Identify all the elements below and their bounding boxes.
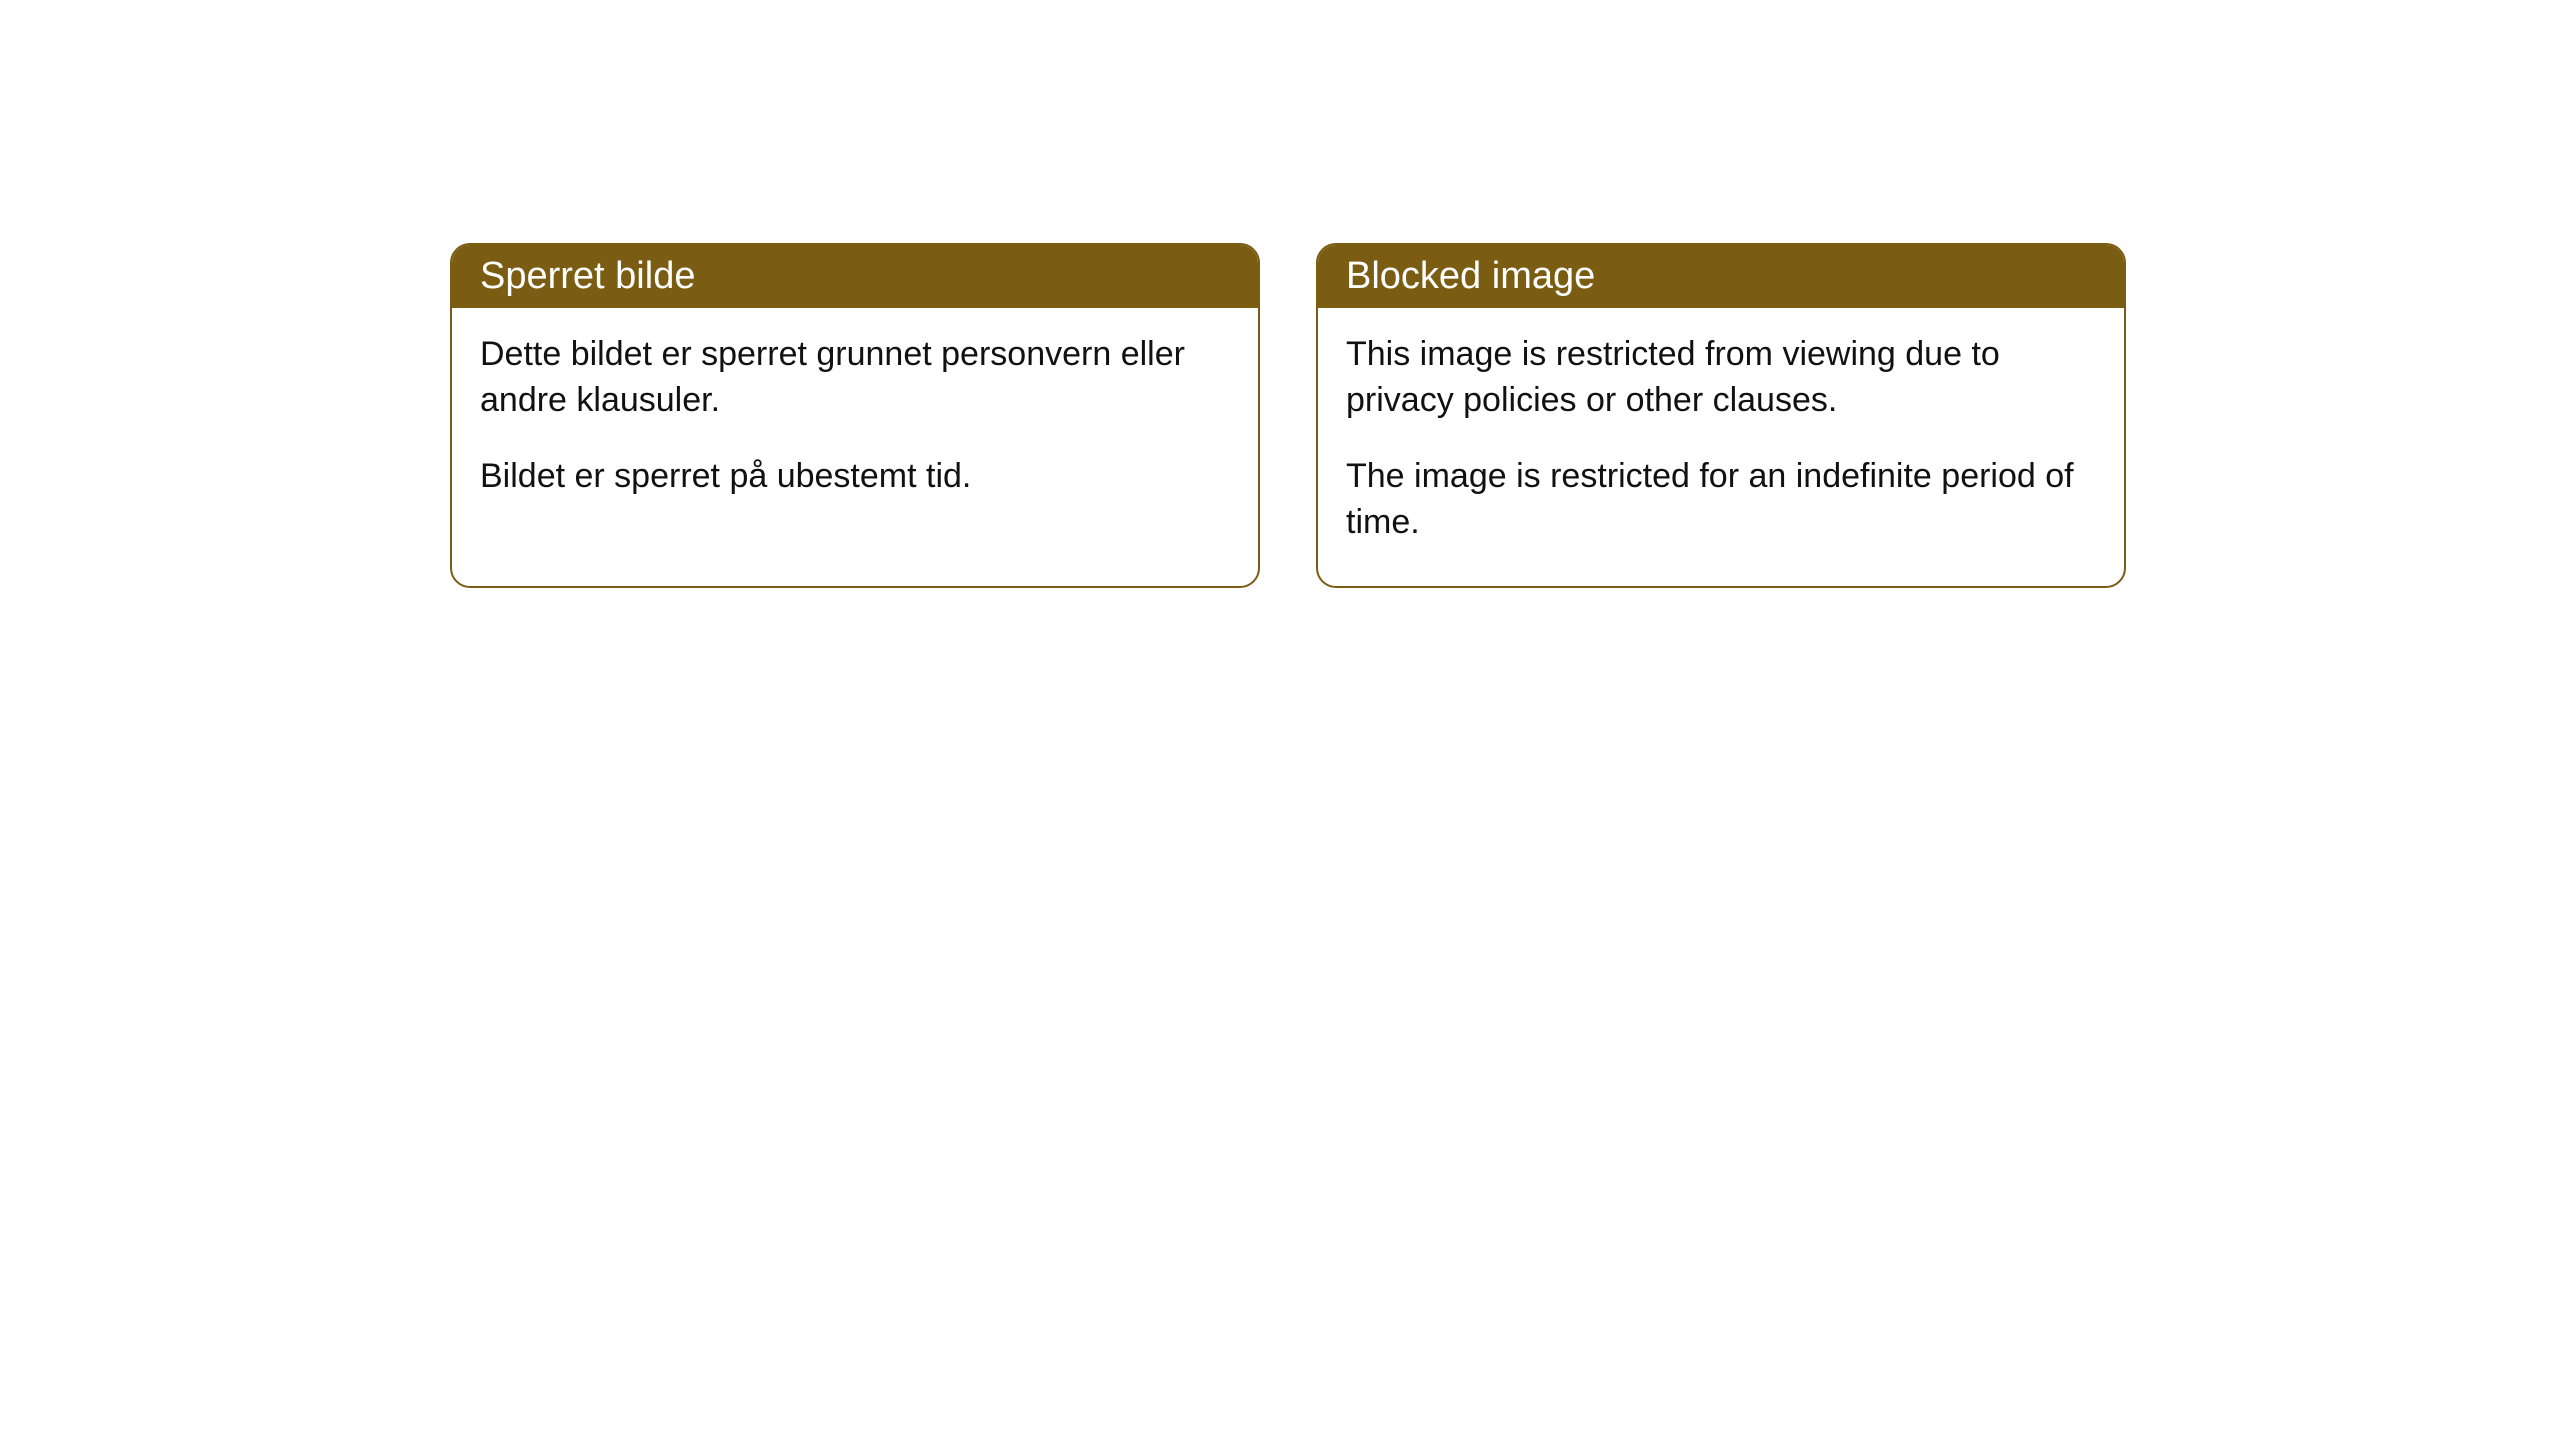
notice-card-body: This image is restricted from viewing du… [1318,308,2124,586]
notice-card-english: Blocked image This image is restricted f… [1316,243,2126,588]
notice-card-header: Sperret bilde [452,245,1258,308]
notice-cards-container: Sperret bilde Dette bildet er sperret gr… [450,243,2126,588]
notice-paragraph-1: Dette bildet er sperret grunnet personve… [480,332,1230,424]
notice-paragraph-2: Bildet er sperret på ubestemt tid. [480,454,1230,500]
notice-paragraph-1: This image is restricted from viewing du… [1346,332,2096,424]
notice-paragraph-2: The image is restricted for an indefinit… [1346,454,2096,546]
notice-card-header: Blocked image [1318,245,2124,308]
notice-card-norwegian: Sperret bilde Dette bildet er sperret gr… [450,243,1260,588]
notice-card-body: Dette bildet er sperret grunnet personve… [452,308,1258,540]
